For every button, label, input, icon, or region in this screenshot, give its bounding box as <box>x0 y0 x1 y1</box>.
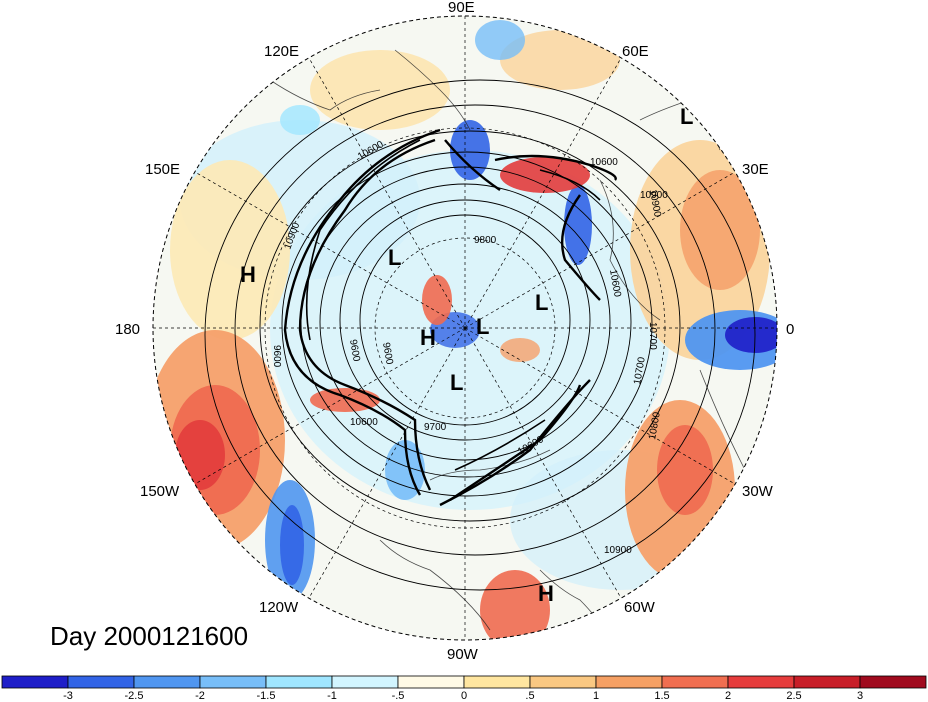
high-center: H <box>420 325 436 350</box>
colorbar-tick-label: 2.5 <box>786 690 801 702</box>
low-center: L <box>388 245 401 270</box>
colorbar: -3 -2.5 -2 -1.5 -1 -.5 0 .5 1 1.5 2 2.5 3 <box>1 675 927 702</box>
map-border <box>152 15 778 641</box>
colorbar-swatch <box>1 675 69 689</box>
colorbar-swatch <box>67 675 135 689</box>
longitude-labels: 90E 60E 30E 0 30W 60W 90W 120W 150W 180 … <box>115 0 794 663</box>
colorbar-tick-label: -.5 <box>392 690 405 702</box>
colorbar-tick-label: 3 <box>857 690 863 702</box>
colorbar-tick-label: -1 <box>327 690 337 702</box>
contour-label: 10700 <box>632 356 648 386</box>
contour-label: 10600 <box>607 269 623 299</box>
contour-label: 9700 <box>424 422 447 433</box>
contour-label: 9600 <box>347 339 362 363</box>
colorbar-swatch <box>727 675 795 689</box>
high-center: H <box>538 581 554 606</box>
colorbar-tick-label: 0 <box>461 690 467 702</box>
low-center: L <box>450 370 463 395</box>
colorbar-tick-label: -1.5 <box>257 690 276 702</box>
colorbar-swatch <box>133 675 201 689</box>
pressure-centers: H H H L L L L L <box>240 104 693 606</box>
colorbar-swatch <box>331 675 399 689</box>
lon-label-30w: 30W <box>742 483 774 500</box>
colorbar-tick-label: -2.5 <box>125 690 144 702</box>
lon-label-180: 180 <box>115 321 140 338</box>
contour-label: 9800 <box>474 235 497 246</box>
colorbar-tick-label: 1.5 <box>654 690 669 702</box>
colorbar-tick-label: 1 <box>593 690 599 702</box>
lon-label-120e: 120E <box>264 43 299 60</box>
lon-label-90w: 90W <box>447 646 479 663</box>
colorbar-tick-label: -2 <box>195 690 205 702</box>
colorbar-swatch <box>397 675 465 689</box>
contour-label: 9600 <box>271 345 282 368</box>
colorbar-swatch <box>859 675 927 689</box>
lon-label-90e: 90E <box>448 0 475 16</box>
colorbar-swatch <box>661 675 729 689</box>
colorbar-swatch <box>793 675 861 689</box>
colorbar-swatch <box>199 675 267 689</box>
contour-label: 10900 <box>604 545 632 556</box>
contour-label: 10600 <box>590 157 618 168</box>
day-title: Day 2000121600 <box>50 621 248 651</box>
colorbar-swatch <box>265 675 333 689</box>
lon-label-60w: 60W <box>624 599 656 616</box>
lon-label-30e: 30E <box>742 161 769 178</box>
colorbar-tick-label: 2 <box>725 690 731 702</box>
low-center: L <box>476 314 489 339</box>
colorbar-swatch <box>595 675 663 689</box>
lon-label-120w: 120W <box>259 599 299 616</box>
low-center: L <box>535 290 548 315</box>
contour-label: 9600 <box>380 342 395 366</box>
contour-label: 10900 <box>640 190 668 201</box>
lon-label-150w: 150W <box>140 483 180 500</box>
contour-label: 10600 <box>350 417 378 428</box>
contour-label: 10900 <box>647 189 663 219</box>
lon-label-0: 0 <box>786 321 794 338</box>
high-center: H <box>240 262 256 287</box>
colorbar-tick-label: -3 <box>63 690 73 702</box>
colorbar-tick-label: .5 <box>525 690 534 702</box>
colorbar-swatch <box>529 675 597 689</box>
contour-label: 10700 <box>647 322 658 350</box>
lon-label-60e: 60E <box>622 43 649 60</box>
contour-labels: 10900 10900 10900 10900 10800 10700 1070… <box>271 139 668 556</box>
contour-label: 10800 <box>647 411 663 441</box>
lon-label-150e: 150E <box>145 161 180 178</box>
low-center: L <box>680 104 693 129</box>
colorbar-swatch <box>463 675 531 689</box>
